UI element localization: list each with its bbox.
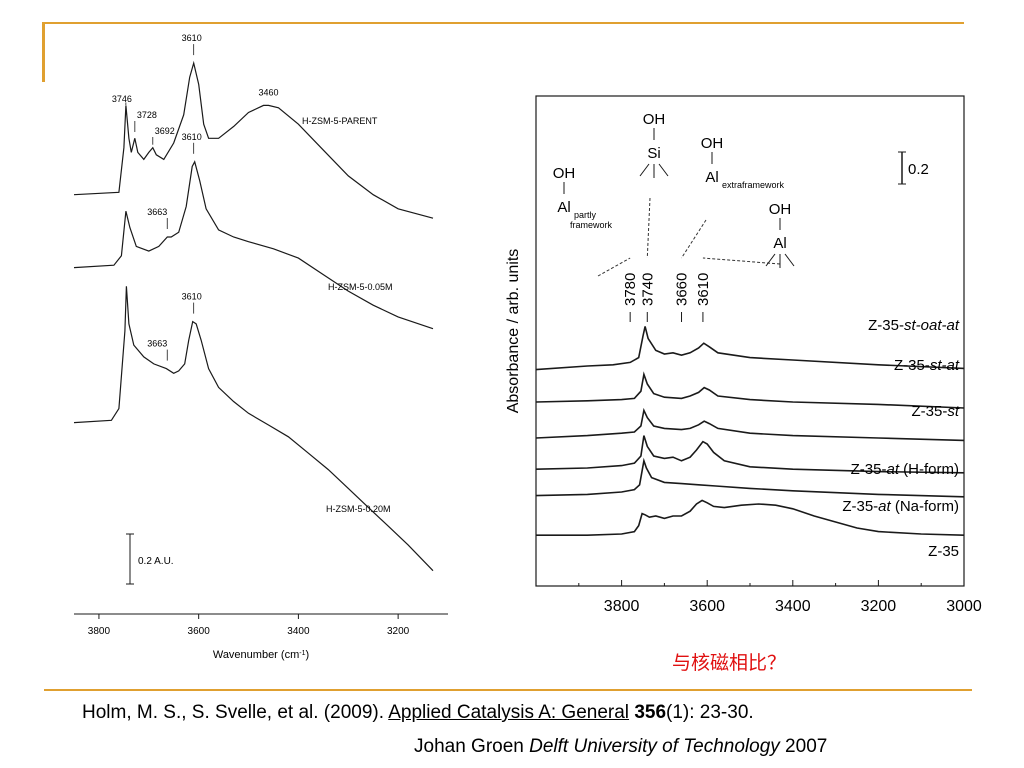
x-axis-title: Wavenumber (cm-1) [213, 649, 309, 661]
peak-label: 3610 [182, 292, 202, 302]
citation: Holm, M. S., S. Svelle, et al. (2009). A… [82, 700, 754, 726]
series-label-base: Z-35- [851, 461, 887, 478]
group-atom: Al [557, 199, 570, 216]
series-label: H-ZSM-5-0.05M [328, 282, 393, 292]
group-subscript: extraframework [722, 180, 785, 190]
series-label-italic: st-oat-at [904, 317, 960, 334]
x-tick-label: 3600 [689, 598, 725, 615]
red-note: 与核磁相比？ [672, 648, 786, 675]
wavenumber-label: 3740 [639, 273, 656, 306]
series-label: Z-35-st-at [894, 357, 960, 374]
series-line [536, 374, 964, 408]
series-label-italic: at [886, 461, 899, 478]
dashed-leader [647, 198, 650, 258]
series-label: Z-35-st [911, 403, 959, 420]
group-bond [640, 164, 649, 176]
series-line [536, 410, 964, 440]
wavenumber-label: 3780 [622, 273, 639, 306]
footer-rule [44, 689, 972, 691]
x-tick-label: 3400 [775, 598, 811, 615]
series-line [74, 286, 433, 570]
peak-label: 3663 [147, 339, 167, 349]
citation-journal: Applied Catalysis A: General [388, 702, 629, 723]
peak-label: 3746 [112, 94, 132, 104]
left-ir-spectrum-chart: 3800 3600 3400 3200 Wavenumber (cm-1) 0.2 A.U… [66, 78, 466, 668]
top-border-line [42, 22, 964, 24]
group-bond [766, 254, 775, 266]
x-tick-label: 3000 [946, 598, 982, 615]
left-border-line [42, 22, 45, 82]
citation-authors: Holm, M. S., S. Svelle, et al. (2009). [82, 702, 388, 723]
series-label: Z-35-at (H-form) [851, 461, 959, 478]
series-line [74, 63, 433, 218]
peak-label: 3610 [182, 132, 202, 142]
x-axis-title-close: ) [305, 649, 309, 661]
peak-label: 3692 [155, 126, 175, 136]
series-label-base: Z-35- [911, 403, 947, 420]
group-atom: Al [705, 169, 718, 186]
series-label-italic: st [947, 403, 960, 420]
dashed-leader [682, 220, 706, 258]
series-label: Z-35-st-oat-at [868, 317, 960, 334]
x-tick-label: 3200 [861, 598, 897, 615]
wavenumber-label: 3610 [695, 273, 712, 306]
group-bond [785, 254, 794, 266]
group-oh: OH [553, 165, 576, 182]
series-label-base: Z-35 [928, 543, 959, 560]
series-label-base: Z-35- [842, 498, 878, 515]
peak-label: 3663 [147, 207, 167, 217]
citation-volume: 356 [634, 702, 666, 723]
series-label: H-ZSM-5-0.20M [326, 504, 391, 514]
series-label-suffix: (Na-form) [891, 498, 959, 515]
citation-year: 2007 [780, 736, 828, 757]
group-subscript: framework [570, 220, 613, 230]
x-tick-label: 3800 [88, 626, 111, 637]
scale-bar-label: 0.2 [908, 161, 929, 178]
citation-pages: (1): 23-30. [666, 702, 754, 723]
group-atom: Al [773, 235, 786, 252]
series-label: Z-35 [928, 543, 959, 560]
group-oh: OH [701, 135, 724, 152]
series-label-italic: at [878, 498, 891, 515]
series-label-suffix: (H-form) [899, 461, 959, 478]
group-subscript: partly [574, 210, 597, 220]
peak-label: 3460 [258, 87, 278, 97]
citation-author2: Johan Groen [414, 736, 529, 757]
peak-label: 3610 [182, 33, 202, 43]
citation-line-2: Johan Groen Delft University of Technolo… [414, 734, 827, 760]
group-oh: OH [769, 201, 792, 218]
series-label-base: Z-35- [894, 357, 930, 374]
series-label-italic: st-at [930, 357, 960, 374]
series-label: H-ZSM-5-PARENT [302, 116, 378, 126]
citation-line-1: Holm, M. S., S. Svelle, et al. (2009). A… [82, 700, 754, 726]
x-tick-label: 3200 [387, 626, 410, 637]
y-axis-title: Absorbance / arb. units [505, 249, 522, 414]
citation-institution: Delft University of Technology [529, 736, 780, 757]
x-tick-label: 3400 [287, 626, 310, 637]
series-label: Z-35-at (Na-form) [842, 498, 959, 515]
group-atom: Si [647, 145, 660, 162]
series-label-base: Z-35- [868, 317, 904, 334]
x-tick-label: 3800 [604, 598, 640, 615]
x-tick-label: 3600 [188, 626, 211, 637]
scale-bar-label: 0.2 A.U. [138, 556, 174, 567]
wavenumber-label: 3660 [674, 273, 691, 306]
group-bond [659, 164, 668, 176]
peak-label: 3728 [137, 110, 157, 120]
group-oh: OH [643, 111, 666, 128]
